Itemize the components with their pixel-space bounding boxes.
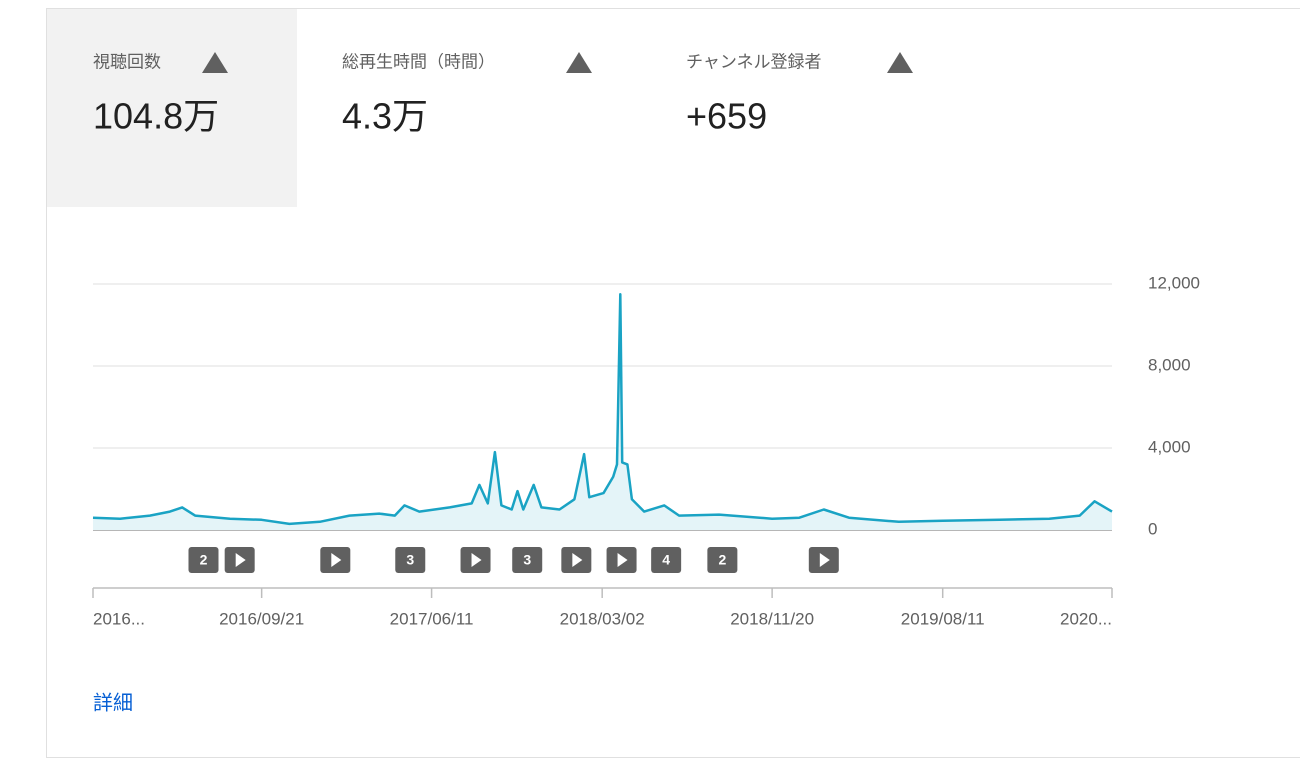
annotation-marker[interactable]: [606, 547, 637, 573]
marker-label: 3: [406, 552, 414, 568]
marker-label: 2: [200, 552, 208, 568]
x-tick-label: 2018/03/02: [560, 609, 645, 628]
annotation-marker[interactable]: 3: [395, 547, 426, 573]
x-tick-label: 2017/06/11: [390, 609, 474, 628]
marker-box: [395, 547, 426, 573]
annotation-marker[interactable]: 2: [188, 547, 219, 573]
y-tick-label: 4,000: [1148, 437, 1191, 456]
play-icon: [331, 553, 342, 567]
marker-box: [707, 547, 738, 573]
x-tick-label: 2016...: [93, 609, 145, 628]
play-icon: [572, 553, 583, 567]
tab[interactable]: 総再生時間（時間） 4.3万: [342, 52, 592, 137]
warning-icon: [202, 52, 228, 73]
tab-selected-bg: [47, 9, 297, 207]
tab-value: +659: [686, 96, 767, 137]
tab-value: 4.3万: [342, 96, 428, 137]
tab[interactable]: 視聴回数 104.8万: [47, 9, 297, 207]
annotation-marker[interactable]: [561, 547, 592, 573]
marker-box: [188, 547, 219, 573]
play-icon: [471, 553, 482, 567]
marker-label: 3: [523, 552, 531, 568]
x-tick-label: 2016/09/21: [219, 609, 304, 628]
marker-label: 4: [662, 552, 670, 568]
details-link[interactable]: 詳細: [93, 691, 133, 714]
annotation-marker[interactable]: [320, 547, 351, 573]
x-tick-label: 2019/08/11: [901, 609, 985, 628]
play-icon: [617, 553, 628, 567]
marker-label: 2: [718, 552, 726, 568]
marker-box: [651, 547, 682, 573]
x-tick-label: 2018/11/20: [730, 609, 814, 628]
tab-value: 104.8万: [93, 96, 219, 137]
y-tick-label: 12,000: [1148, 273, 1200, 292]
chart: 0 4,000 8,000 12,000 2 3 3 4 2 2016... 2016/09/21 2…: [92, 273, 1200, 628]
annotation-marker[interactable]: 3: [512, 547, 543, 573]
y-tick-label: 8,000: [1148, 355, 1191, 374]
y-tick-label: 0: [1148, 519, 1157, 538]
annotation-marker[interactable]: [224, 547, 255, 573]
tab-label: チャンネル登録者: [686, 52, 822, 71]
x-tick-label: 2020...: [1060, 609, 1112, 628]
line: [92, 293, 1113, 526]
marker-box: [512, 547, 543, 573]
tab[interactable]: チャンネル登録者 +659: [686, 52, 913, 137]
warning-icon: [566, 52, 592, 73]
annotation-marker[interactable]: 4: [651, 547, 682, 573]
warning-icon: [887, 52, 913, 73]
tab-label: 視聴回数: [93, 52, 161, 71]
annotation-marker[interactable]: [808, 547, 839, 573]
play-icon: [819, 553, 830, 567]
tab-label: 総再生時間（時間）: [342, 52, 495, 71]
play-icon: [235, 553, 246, 567]
annotation-marker[interactable]: 2: [707, 547, 738, 573]
annotation-marker[interactable]: [460, 547, 491, 573]
